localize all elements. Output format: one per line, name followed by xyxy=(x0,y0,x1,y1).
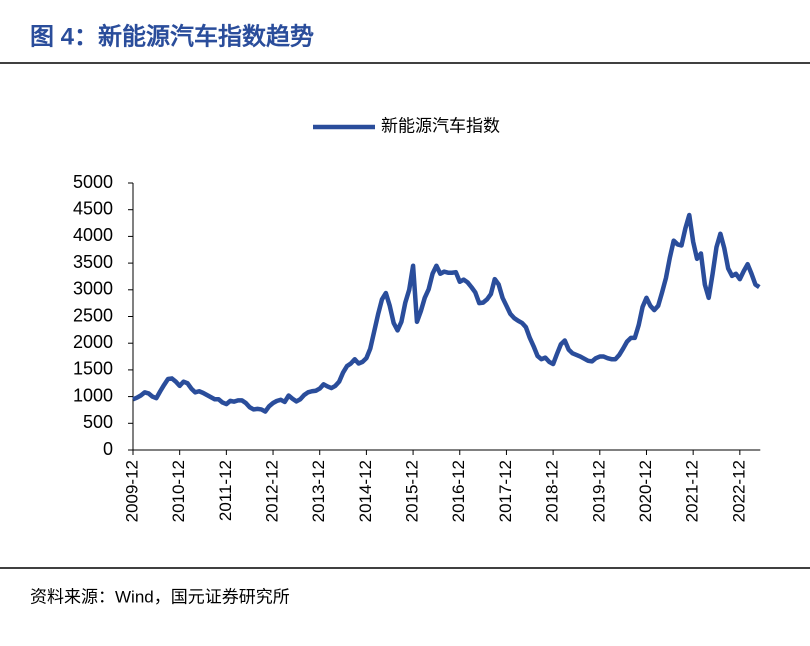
y-tick-label: 4500 xyxy=(73,198,113,218)
x-tick-label: 2011-12 xyxy=(216,460,235,521)
legend-label: 新能源汽车指数 xyxy=(381,116,500,135)
chart-title: 图 4：新能源汽车指数趋势 xyxy=(30,22,314,50)
y-tick-label: 500 xyxy=(83,412,113,432)
x-tick-label: 2022-12 xyxy=(729,460,748,522)
x-tick-label: 2021-12 xyxy=(683,460,702,522)
x-tick-label: 2013-12 xyxy=(309,460,328,522)
y-tick-label: 2000 xyxy=(73,332,113,352)
x-tick-label: 2015-12 xyxy=(403,460,422,522)
y-tick-label: 2500 xyxy=(73,305,113,325)
y-tick-label: 5000 xyxy=(73,172,113,192)
y-tick-label: 0 xyxy=(103,439,113,459)
x-tick-label: 2020-12 xyxy=(636,460,655,522)
x-tick-label: 2009-12 xyxy=(122,460,141,522)
y-tick-label: 3500 xyxy=(73,252,113,272)
x-tick-label: 2012-12 xyxy=(263,460,282,522)
x-tick-label: 2017-12 xyxy=(496,460,515,522)
source-note: 资料来源：Wind，国元证券研究所 xyxy=(30,587,290,606)
y-tick-label: 1500 xyxy=(73,359,113,379)
x-tick-label: 2018-12 xyxy=(543,460,562,522)
x-tick-label: 2016-12 xyxy=(449,460,468,522)
y-tick-label: 1000 xyxy=(73,385,113,405)
x-tick-label: 2019-12 xyxy=(589,460,608,522)
data-line xyxy=(132,212,761,414)
y-tick-label: 4000 xyxy=(73,225,113,245)
x-tick-label: 2010-12 xyxy=(169,460,188,522)
x-tick-label: 2014-12 xyxy=(356,460,375,522)
y-tick-label: 3000 xyxy=(73,279,113,299)
